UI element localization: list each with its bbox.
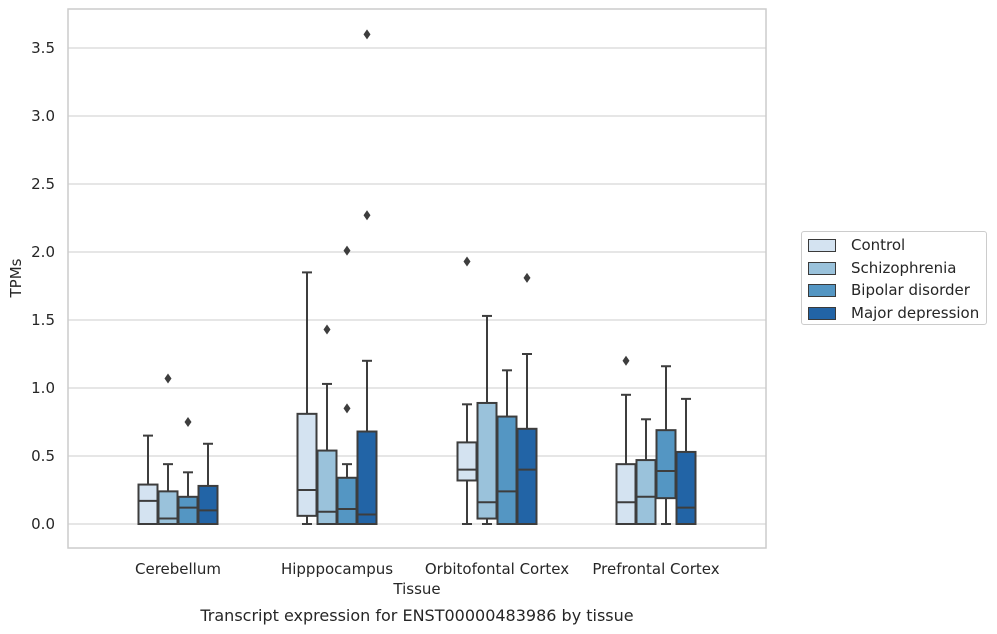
legend-item: Control	[808, 235, 905, 255]
chart-caption: Transcript expression for ENST0000048398…	[200, 606, 634, 625]
box-major-depression	[197, 484, 219, 526]
legend-item: Major depression	[808, 303, 979, 323]
y-tick-label: 1.5	[31, 311, 55, 329]
box-bipolar-disorder	[336, 476, 358, 526]
y-tick-label: 2.5	[31, 175, 55, 193]
outlier-point	[323, 324, 331, 335]
legend-label: Major depression	[851, 304, 980, 322]
y-axis-label: TPMs	[7, 258, 25, 298]
y-tick-label: 0.5	[31, 447, 55, 465]
box-control	[296, 412, 318, 517]
legend: Control Schizophrenia Bipolar disorder M…	[801, 231, 987, 325]
box-control	[137, 483, 159, 525]
legend-swatch	[808, 283, 836, 297]
y-tick-label: 3.5	[31, 39, 55, 57]
outlier-point	[622, 355, 630, 366]
legend-swatch	[808, 261, 836, 275]
box-bipolar-disorder	[496, 415, 518, 525]
x-tick-label: Orbitofontal Cortex	[425, 560, 569, 578]
box-control	[456, 441, 478, 482]
outlier-point	[184, 417, 192, 427]
legend-label: Schizophrenia	[851, 259, 957, 277]
box-major-depression	[675, 450, 697, 526]
x-tick-label: Hipppocampus	[281, 560, 393, 578]
outlier-point	[164, 373, 172, 384]
box-schizophrenia	[476, 401, 498, 520]
legend-item: Schizophrenia	[808, 258, 956, 278]
box-control	[615, 463, 637, 526]
legend-item: Bipolar disorder	[808, 280, 970, 300]
legend-swatch	[808, 238, 836, 252]
x-tick-label: Cerebellum	[135, 560, 221, 578]
outlier-point	[523, 272, 531, 283]
box-bipolar-disorder	[655, 429, 677, 500]
y-tick-label: 3.0	[31, 107, 55, 125]
outlier-point	[463, 256, 471, 267]
box-schizophrenia	[635, 459, 657, 525]
y-tick-label: 0.0	[31, 515, 55, 533]
box-schizophrenia	[316, 449, 338, 525]
x-tick-label: Prefrontal Cortex	[592, 560, 719, 578]
box-bipolar-disorder	[177, 495, 199, 525]
outlier-point	[363, 29, 371, 40]
x-axis-label: Tissue	[393, 580, 441, 598]
outlier-point	[343, 403, 351, 414]
y-tick-label: 1.0	[31, 379, 55, 397]
legend-label: Bipolar disorder	[851, 281, 970, 299]
outlier-point	[363, 210, 371, 221]
legend-swatch	[808, 306, 836, 320]
outlier-point	[343, 245, 351, 256]
y-tick-label: 2.0	[31, 243, 55, 261]
legend-label: Control	[851, 236, 906, 254]
box-major-depression	[516, 427, 538, 525]
box-major-depression	[356, 430, 378, 525]
plot-frame	[67, 8, 767, 549]
